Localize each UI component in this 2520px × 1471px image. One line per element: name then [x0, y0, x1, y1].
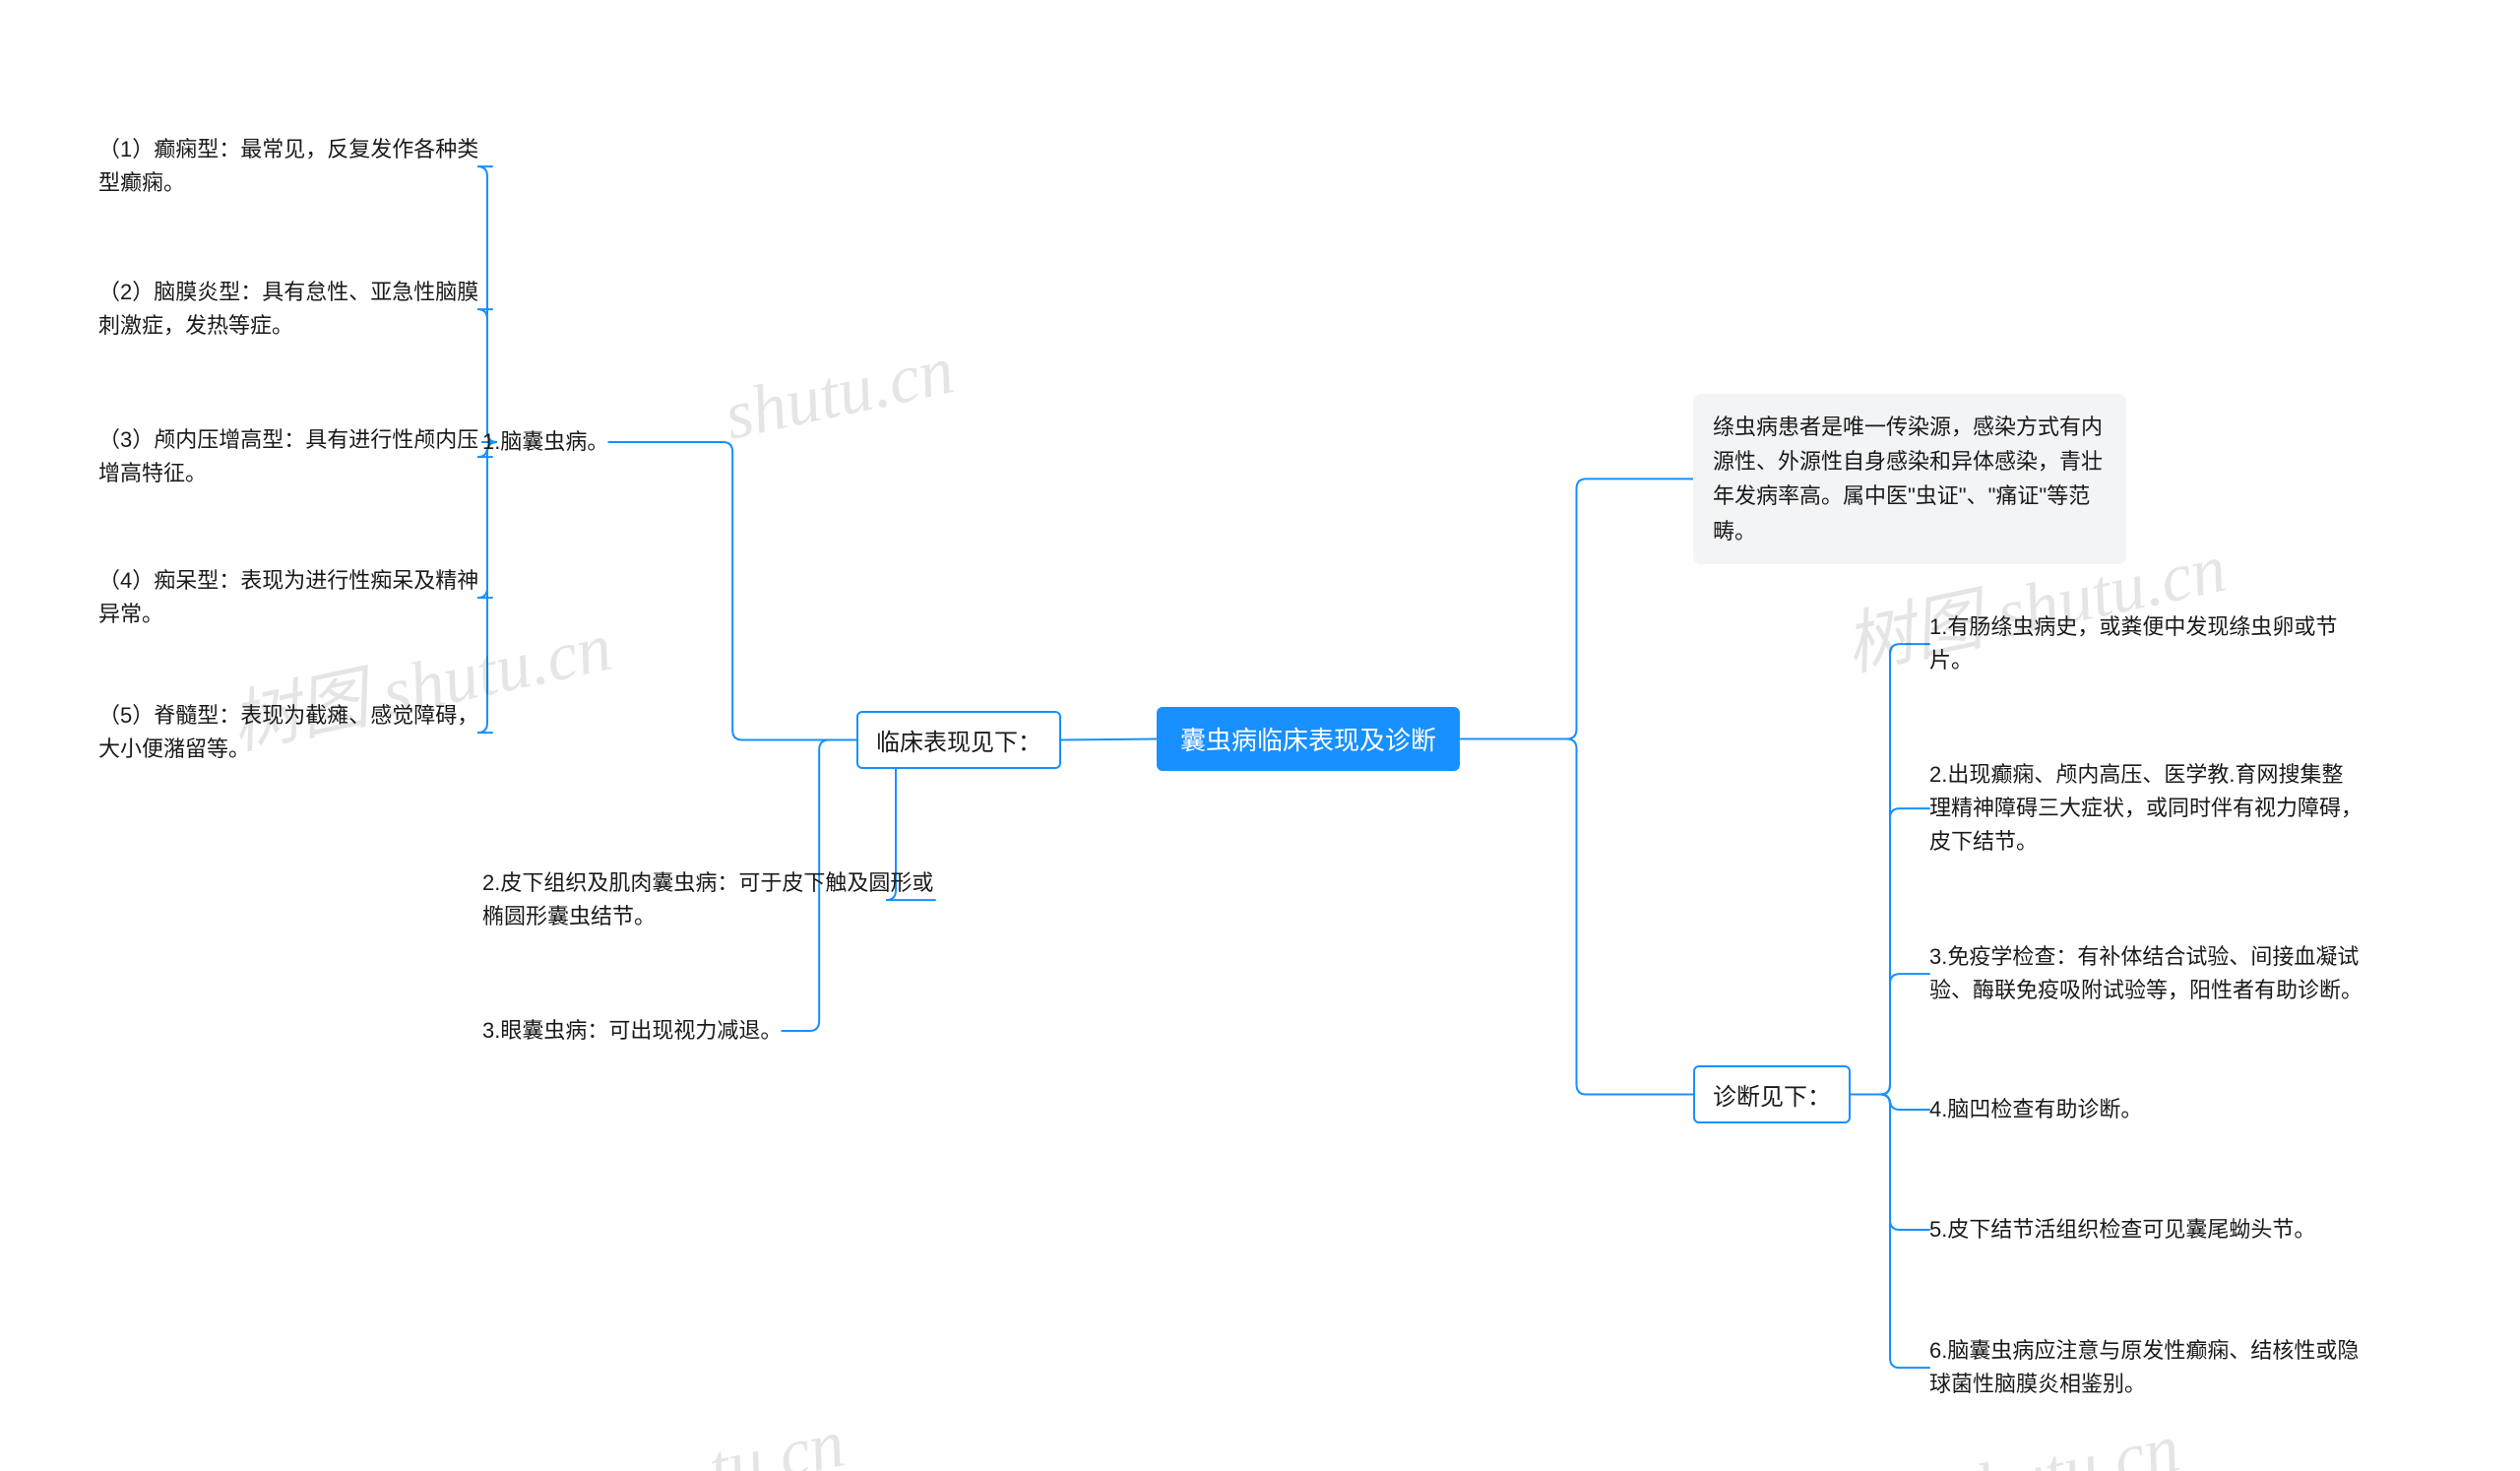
left-sub-1[interactable]: 1.脑囊虫病。 — [482, 425, 608, 459]
watermark: tu.cn — [702, 1405, 851, 1471]
right-branch[interactable]: 诊断见下： — [1693, 1065, 1851, 1123]
left-sub-3[interactable]: 3.眼囊虫病：可出现视力减退。 — [482, 1014, 782, 1048]
mindmap-canvas: 树图 shutu.cn shutu.cn 树图 shutu.cn tu.cn s… — [0, 0, 2520, 1471]
right-note: 绦虫病患者是唯一传染源，感染方式有内源性、外源性自身感染和异体感染，青壮年发病率… — [1693, 394, 2126, 564]
right-child[interactable]: 6.脑囊虫病应注意与原发性癫痫、结核性或隐球菌性脑膜炎相鉴别。 — [1929, 1334, 2362, 1401]
left-sub1-child[interactable]: （5）脊髓型：表现为截瘫、感觉障碍，大小便潴留等。 — [98, 699, 492, 766]
left-sub1-child[interactable]: （4）痴呆型：表现为进行性痴呆及精神异常。 — [98, 564, 492, 631]
left-sub1-child[interactable]: （2）脑膜炎型：具有怠性、亚急性脑膜刺激症，发热等症。 — [98, 276, 492, 343]
right-child[interactable]: 5.皮下结节活组织检查可见囊尾蚴头节。 — [1929, 1213, 2315, 1247]
left-sub1-child[interactable]: （3）颅内压增高型：具有进行性颅内压增高特征。 — [98, 423, 492, 490]
left-sub1-child[interactable]: （1）癫痫型：最常见，反复发作各种类型癫痫。 — [98, 133, 492, 200]
left-branch[interactable]: 临床表现见下： — [856, 711, 1061, 769]
right-child[interactable]: 2.出现癫痫、颅内高压、医学教.育网搜集整理精神障碍三大症状，或同时伴有视力障碍… — [1929, 758, 2362, 859]
watermark: shutu.cn — [718, 331, 961, 456]
right-child[interactable]: 3.免疫学检查：有补体结合试验、间接血凝试验、酶联免疫吸附试验等，阳性者有助诊断… — [1929, 940, 2362, 1007]
left-sub-2[interactable]: 2.皮下组织及肌肉囊虫病：可于皮下触及圆形或椭圆形囊虫结节。 — [482, 866, 935, 933]
right-child[interactable]: 4.脑凹检查有助诊断。 — [1929, 1093, 2142, 1126]
right-child[interactable]: 1.有肠绦虫病史，或粪便中发现绦虫卵或节片。 — [1929, 610, 2362, 677]
watermark: shutu.cn — [1943, 1409, 2186, 1471]
root-node[interactable]: 囊虫病临床表现及诊断 — [1157, 707, 1460, 771]
